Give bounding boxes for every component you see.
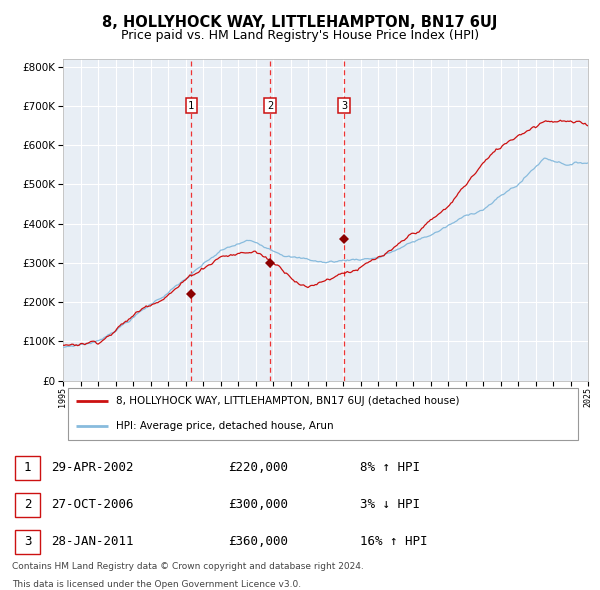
- Text: 3: 3: [341, 101, 347, 110]
- Text: HPI: Average price, detached house, Arun: HPI: Average price, detached house, Arun: [115, 421, 333, 431]
- Text: Contains HM Land Registry data © Crown copyright and database right 2024.: Contains HM Land Registry data © Crown c…: [12, 562, 364, 572]
- Text: Price paid vs. HM Land Registry's House Price Index (HPI): Price paid vs. HM Land Registry's House …: [121, 30, 479, 42]
- Bar: [15, 493, 40, 517]
- Text: 3% ↓ HPI: 3% ↓ HPI: [360, 499, 420, 512]
- Text: 1: 1: [188, 101, 194, 110]
- Text: 27-OCT-2006: 27-OCT-2006: [51, 499, 133, 512]
- Text: 29-APR-2002: 29-APR-2002: [51, 461, 133, 474]
- Text: £360,000: £360,000: [228, 535, 288, 548]
- Text: 8, HOLLYHOCK WAY, LITTLEHAMPTON, BN17 6UJ (detached house): 8, HOLLYHOCK WAY, LITTLEHAMPTON, BN17 6U…: [115, 396, 459, 406]
- Text: 2: 2: [267, 101, 273, 110]
- Text: This data is licensed under the Open Government Licence v3.0.: This data is licensed under the Open Gov…: [12, 581, 301, 589]
- Text: 28-JAN-2011: 28-JAN-2011: [51, 535, 133, 548]
- Bar: [15, 455, 40, 480]
- Text: £300,000: £300,000: [228, 499, 288, 512]
- Text: 1: 1: [24, 461, 31, 474]
- Text: 2: 2: [24, 499, 31, 512]
- Text: 8% ↑ HPI: 8% ↑ HPI: [360, 461, 420, 474]
- Text: 16% ↑ HPI: 16% ↑ HPI: [360, 535, 427, 548]
- Bar: [15, 530, 40, 554]
- Text: 8, HOLLYHOCK WAY, LITTLEHAMPTON, BN17 6UJ: 8, HOLLYHOCK WAY, LITTLEHAMPTON, BN17 6U…: [103, 15, 497, 30]
- Text: £220,000: £220,000: [228, 461, 288, 474]
- Text: 3: 3: [24, 535, 31, 548]
